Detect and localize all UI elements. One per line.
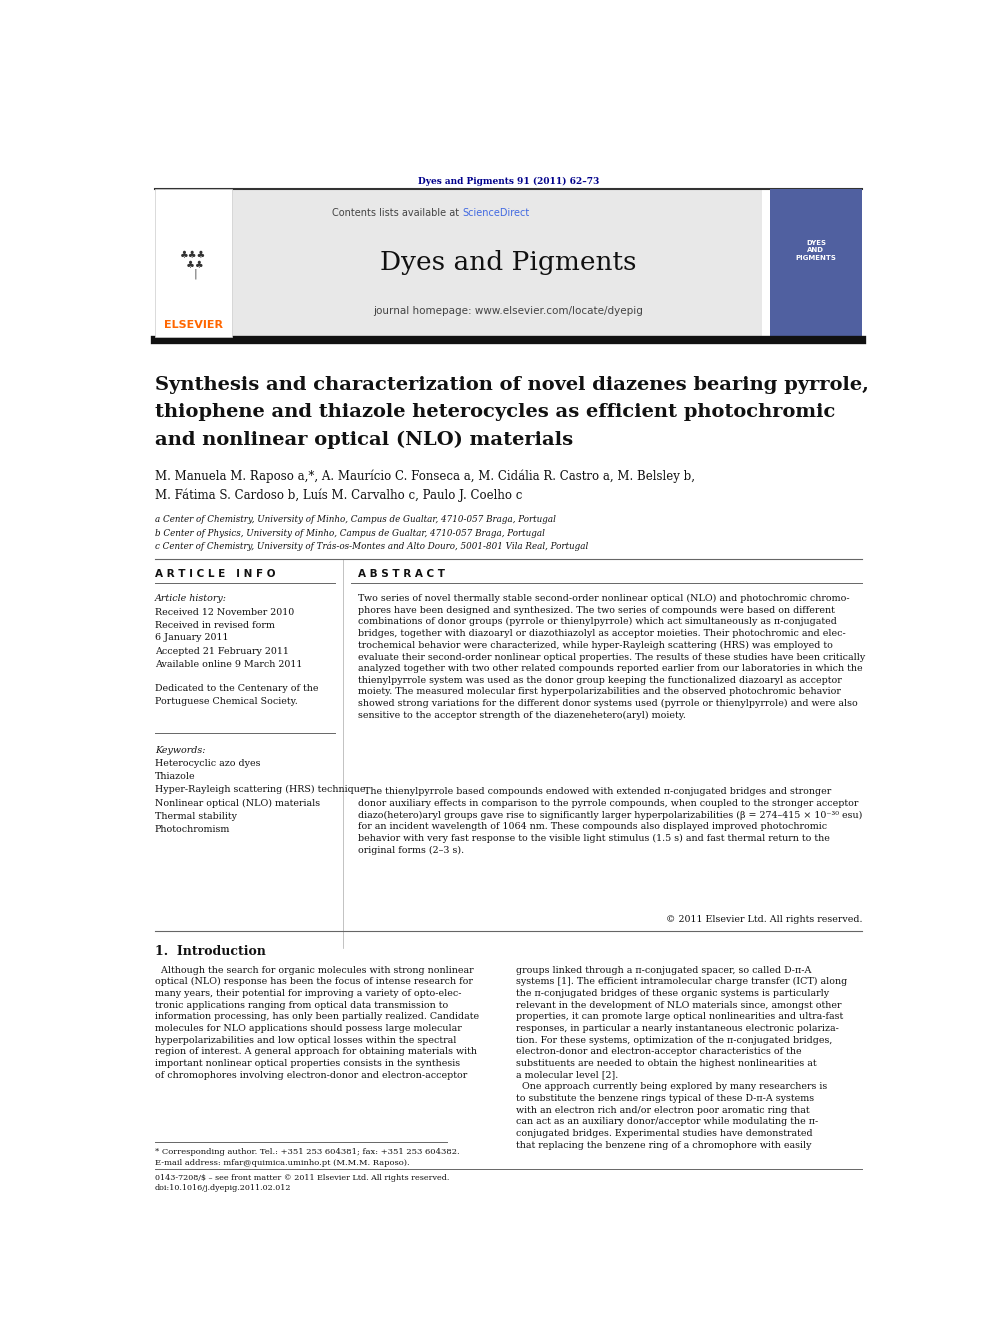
Text: Heterocyclic azo dyes: Heterocyclic azo dyes [155,759,260,767]
Text: ScienceDirect: ScienceDirect [462,208,530,218]
Text: Photochromism: Photochromism [155,826,230,833]
Text: E-mail address: mfar@quimica.uminho.pt (M.M.M. Raposo).: E-mail address: mfar@quimica.uminho.pt (… [155,1159,410,1167]
Text: Synthesis and characterization of novel diazenes bearing pyrrole,: Synthesis and characterization of novel … [155,376,869,394]
Text: M. Fátima S. Cardoso b, Luís M. Carvalho c, Paulo J. Coelho c: M. Fátima S. Cardoso b, Luís M. Carvalho… [155,488,522,503]
Text: Thiazole: Thiazole [155,773,195,781]
Text: Accepted 21 February 2011: Accepted 21 February 2011 [155,647,289,656]
Text: A R T I C L E   I N F O: A R T I C L E I N F O [155,569,275,579]
Text: DYES
AND
PIGMENTS: DYES AND PIGMENTS [796,239,836,261]
Text: c Center of Chemistry, University of Trás-os-Montes and Alto Douro, 5001-801 Vil: c Center of Chemistry, University of Trá… [155,542,588,552]
Text: M. Manuela M. Raposo a,*, A. Maurício C. Fonseca a, M. Cidália R. Castro a, M. B: M. Manuela M. Raposo a,*, A. Maurício C.… [155,470,694,483]
Text: b Center of Physics, University of Minho, Campus de Gualtar, 4710-057 Braga, Por: b Center of Physics, University of Minho… [155,529,545,537]
Text: ♣♣♣
 ♣♣
  |: ♣♣♣ ♣♣ | [181,250,206,279]
Text: thiophene and thiazole heterocycles as efficient photochromic: thiophene and thiazole heterocycles as e… [155,404,835,421]
Text: 0143-7208/$ – see front matter © 2011 Elsevier Ltd. All rights reserved.: 0143-7208/$ – see front matter © 2011 El… [155,1175,449,1183]
Text: © 2011 Elsevier Ltd. All rights reserved.: © 2011 Elsevier Ltd. All rights reserved… [666,914,862,923]
Text: Although the search for organic molecules with strong nonlinear
optical (NLO) re: Although the search for organic molecule… [155,966,479,1080]
Text: 6 January 2011: 6 January 2011 [155,634,228,643]
Text: Dedicated to the Centenary of the
Portuguese Chemical Society.: Dedicated to the Centenary of the Portug… [155,684,318,706]
Text: Hyper-Rayleigh scattering (HRS) technique: Hyper-Rayleigh scattering (HRS) techniqu… [155,786,365,794]
Text: Thermal stability: Thermal stability [155,812,237,820]
Text: Received in revised form: Received in revised form [155,622,275,630]
Text: groups linked through a π-conjugated spacer, so called D-π-A
systems [1]. The ef: groups linked through a π-conjugated spa… [516,966,847,1150]
Text: a Center of Chemistry, University of Minho, Campus de Gualtar, 4710-057 Braga, P: a Center of Chemistry, University of Min… [155,515,556,524]
Text: journal homepage: www.elsevier.com/locate/dyepig: journal homepage: www.elsevier.com/locat… [373,307,644,316]
Text: Dyes and Pigments: Dyes and Pigments [380,250,637,275]
Text: Keywords:: Keywords: [155,746,205,754]
FancyBboxPatch shape [208,189,762,337]
FancyBboxPatch shape [770,189,862,337]
Text: Article history:: Article history: [155,594,227,603]
Text: The thienylpyrrole based compounds endowed with extended π-conjugated bridges an: The thienylpyrrole based compounds endow… [358,787,863,855]
Text: ELSEVIER: ELSEVIER [164,320,222,329]
Text: Two series of novel thermally stable second-order nonlinear optical (NLO) and ph: Two series of novel thermally stable sec… [358,594,866,720]
Text: 1.  Introduction: 1. Introduction [155,945,266,958]
Text: A B S T R A C T: A B S T R A C T [358,569,445,579]
Text: Dyes and Pigments 91 (2011) 62–73: Dyes and Pigments 91 (2011) 62–73 [418,177,599,187]
FancyBboxPatch shape [155,189,231,337]
Text: Received 12 November 2010: Received 12 November 2010 [155,609,294,617]
Text: Nonlinear optical (NLO) materials: Nonlinear optical (NLO) materials [155,799,319,807]
Text: doi:10.1016/j.dyepig.2011.02.012: doi:10.1016/j.dyepig.2011.02.012 [155,1184,292,1192]
Text: and nonlinear optical (NLO) materials: and nonlinear optical (NLO) materials [155,431,572,448]
Text: Available online 9 March 2011: Available online 9 March 2011 [155,660,303,669]
Text: Contents lists available at: Contents lists available at [332,208,462,218]
Text: * Corresponding author. Tel.: +351 253 604381; fax: +351 253 604382.: * Corresponding author. Tel.: +351 253 6… [155,1148,459,1156]
